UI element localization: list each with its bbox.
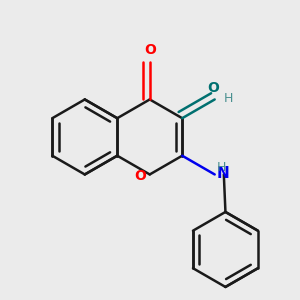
Text: O: O (134, 169, 146, 183)
Text: H: H (216, 161, 226, 174)
Text: O: O (207, 81, 219, 95)
Text: N: N (216, 166, 229, 181)
Text: H: H (224, 92, 233, 105)
Text: O: O (144, 44, 156, 57)
